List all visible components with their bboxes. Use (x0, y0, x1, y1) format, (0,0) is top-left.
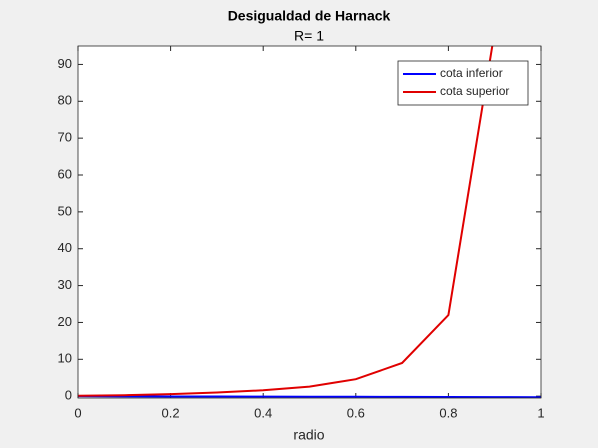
y-tick-label: 90 (58, 56, 72, 71)
chart-subtitle: R= 1 (294, 28, 324, 44)
plot-lines (78, 46, 541, 398)
x-tick-label: 0 (74, 405, 81, 420)
series-line (78, 395, 541, 398)
y-tick-label: 80 (58, 93, 72, 108)
y-tick-label: 70 (58, 130, 72, 145)
chart-title: Desigualdad de Harnack (228, 8, 391, 24)
y-tick-label: 10 (58, 351, 72, 366)
y-tick-label: 60 (58, 166, 72, 181)
legend-label: cota superior (440, 84, 509, 98)
x-tick-label: 0.4 (254, 405, 272, 420)
x-tick-label: 0.8 (439, 405, 457, 420)
x-tick-label: 0.6 (347, 405, 365, 420)
legend-label: cota inferior (440, 66, 503, 80)
legend-box (397, 60, 529, 106)
axes-box (77, 45, 542, 399)
y-tick-label: 30 (58, 277, 72, 292)
series-line (78, 46, 494, 397)
y-tick-label: 40 (58, 240, 72, 255)
x-tick-label: 1 (537, 405, 544, 420)
x-tick-label: 0.2 (162, 405, 180, 420)
y-tick-label: 20 (58, 314, 72, 329)
y-tick-label: 0 (65, 388, 72, 403)
y-tick-label: 50 (58, 203, 72, 218)
x-axis-label: radio (293, 427, 324, 443)
